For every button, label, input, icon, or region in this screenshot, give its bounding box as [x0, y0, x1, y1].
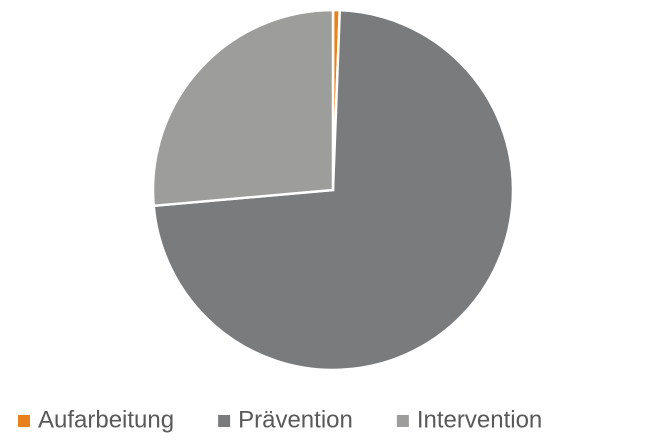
pie-slice	[151, 8, 335, 208]
legend-label: Prävention	[238, 406, 353, 433]
legend-label: Intervention	[417, 406, 542, 433]
legend-marker	[396, 415, 409, 427]
legend: Aufarbeitung Prävention Intervention	[18, 406, 542, 433]
legend-marker	[18, 415, 30, 427]
legend-marker	[218, 415, 231, 427]
legend-label: Aufarbeitung	[38, 406, 174, 433]
pie	[151, 8, 515, 372]
